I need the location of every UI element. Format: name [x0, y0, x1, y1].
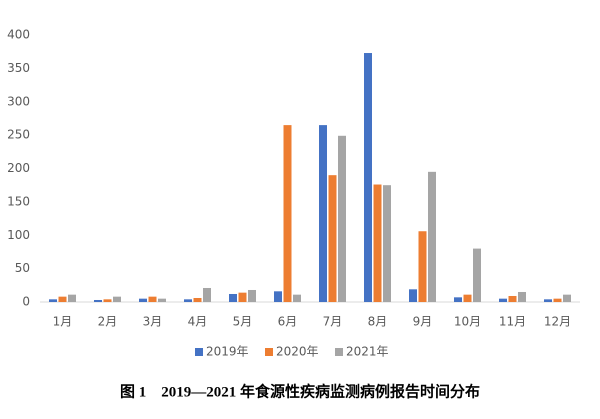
bar	[544, 299, 552, 302]
bar	[158, 298, 166, 302]
bar	[103, 299, 112, 302]
y-tick-label: 200	[7, 161, 30, 175]
x-tick-label: 5月	[233, 315, 253, 329]
bar	[203, 287, 211, 302]
bar	[473, 248, 481, 302]
bar	[518, 291, 526, 302]
x-tick-label: 10月	[454, 315, 481, 329]
bar	[463, 294, 472, 302]
bar	[94, 299, 102, 302]
x-tick-label: 12月	[544, 315, 571, 329]
bar	[248, 289, 256, 302]
bar	[563, 294, 571, 302]
bar	[293, 294, 301, 302]
chart-caption: 图 1 2019—2021 年食源性疾病监测病例报告时间分布	[120, 382, 480, 400]
bar	[229, 293, 237, 302]
bar	[338, 135, 346, 302]
x-tick-label: 7月	[323, 315, 343, 329]
x-tick-label: 11月	[499, 315, 526, 329]
bar	[418, 231, 427, 302]
x-tick-label: 8月	[368, 315, 388, 329]
y-tick-label: 350	[7, 61, 30, 75]
bar	[428, 171, 436, 302]
x-tick-label: 1月	[53, 315, 73, 329]
bar	[274, 291, 282, 302]
x-tick-label: 2月	[98, 315, 118, 329]
bar	[58, 296, 67, 302]
x-tick-label: 3月	[143, 315, 163, 329]
y-tick-label: 0	[22, 295, 30, 309]
legend-label: 2019年	[206, 345, 249, 359]
legend-label: 2020年	[276, 345, 319, 359]
legend-swatch	[335, 348, 343, 356]
bar	[553, 298, 562, 302]
bar	[454, 297, 462, 302]
y-tick-label: 300	[7, 94, 30, 108]
bar	[49, 299, 57, 302]
legend-label: 2021年	[346, 345, 389, 359]
bar	[113, 296, 121, 302]
bar	[328, 175, 337, 302]
bar	[364, 53, 372, 303]
bar	[508, 295, 517, 302]
bar	[499, 298, 507, 302]
bar	[238, 292, 247, 302]
y-tick-label: 50	[15, 261, 30, 275]
bar	[409, 289, 417, 302]
legend-swatch	[265, 348, 273, 356]
y-tick-label: 150	[7, 194, 30, 208]
bar	[383, 185, 391, 302]
bar	[139, 298, 147, 302]
bar	[319, 125, 327, 302]
y-tick-label: 400	[7, 28, 30, 42]
bar	[184, 299, 192, 302]
bar	[68, 294, 76, 302]
x-tick-label: 6月	[278, 315, 298, 329]
legend-swatch	[195, 348, 203, 356]
bar	[373, 184, 382, 302]
bar	[148, 296, 157, 302]
y-tick-label: 100	[7, 228, 30, 242]
y-tick-label: 250	[7, 128, 30, 142]
x-tick-label: 4月	[188, 315, 208, 329]
bar	[193, 297, 202, 302]
bar	[283, 125, 292, 302]
x-tick-label: 9月	[413, 315, 433, 329]
